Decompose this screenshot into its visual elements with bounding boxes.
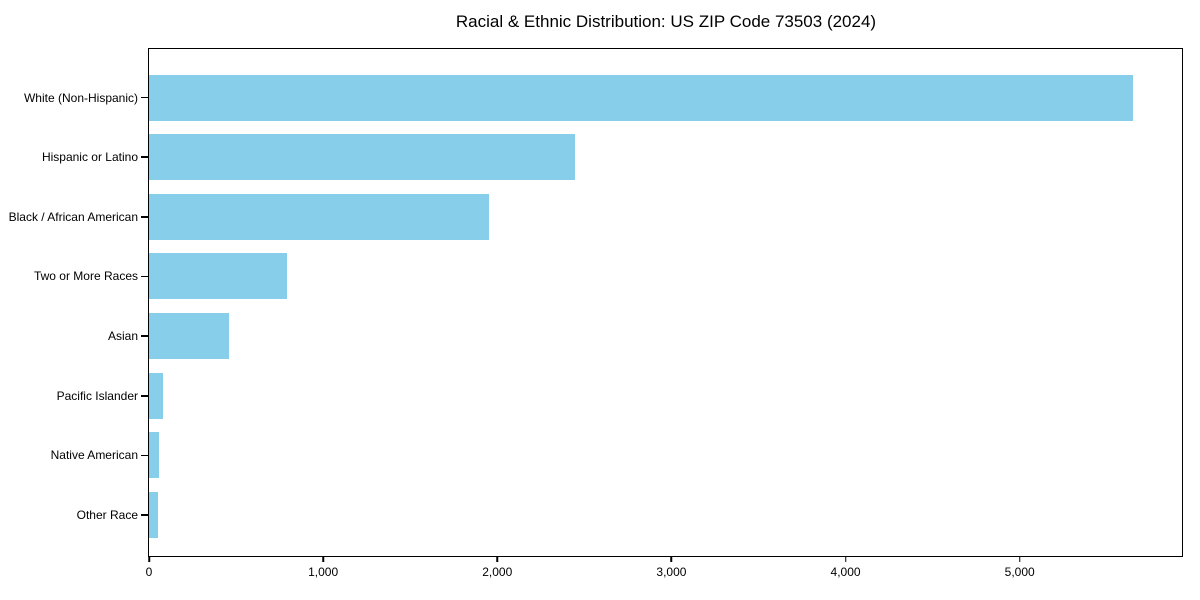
y-tick-black-african-american — [141, 216, 148, 218]
y-tick-white-non-hispanic — [141, 96, 148, 99]
x-tick-0 — [148, 556, 150, 562]
y-axis-label-two-or-more-races: Two or More Races — [33, 269, 138, 284]
y-tick-asian — [141, 335, 148, 337]
bar-asian — [149, 313, 230, 360]
y-tick-two-or-more-races — [141, 275, 148, 278]
x-axis-label-4000: 4,000 — [830, 565, 861, 579]
x-axis-label-2000: 2,000 — [482, 565, 513, 579]
y-axis-label-other-race: Other Race — [76, 508, 138, 523]
bar-two-or-more-races — [149, 253, 287, 300]
x-tick-4000 — [844, 556, 847, 562]
x-axis-label-3000: 3,000 — [656, 565, 687, 579]
x-axis-label-5000: 5,000 — [1004, 565, 1035, 579]
x-tick-5000 — [1018, 556, 1021, 562]
y-tick-native-american — [141, 454, 148, 457]
y-axis-label-hispanic-or-latino: Hispanic or Latino — [41, 150, 138, 165]
x-tick-2000 — [496, 556, 499, 562]
plot-area: White (Non-Hispanic) Hispanic or Latino Bl… — [9, 48, 1183, 579]
bar-native-american — [149, 432, 160, 479]
y-axis-label-white-non-hispanic: White (Non-Hispanic) — [23, 90, 138, 105]
x-tick-3000 — [670, 556, 673, 562]
bar-hispanic-or-latino — [149, 134, 575, 181]
bar-white-non-hispanic — [149, 74, 1133, 121]
x-axis-label-0: 0 — [145, 565, 153, 579]
chart-title: Racial & Ethnic Distribution: US ZIP Cod… — [455, 12, 877, 31]
y-tick-other-race — [141, 514, 148, 516]
y-tick-hispanic-or-latino — [141, 156, 148, 158]
y-axis-label-pacific-islander: Pacific Islander — [56, 388, 138, 403]
bar-black-african-american — [149, 193, 489, 240]
bar-pacific-islander — [149, 372, 163, 419]
y-axis-label-asian: Asian — [107, 329, 138, 344]
y-axis-label-black-african-american: Black / African American — [8, 209, 138, 224]
y-tick-pacific-islander — [141, 395, 148, 397]
x-axis-label-1000: 1,000 — [308, 565, 339, 579]
bar-other-race — [149, 492, 158, 539]
x-tick-1000 — [322, 556, 324, 562]
y-axis-label-native-american: Native American — [50, 448, 138, 463]
